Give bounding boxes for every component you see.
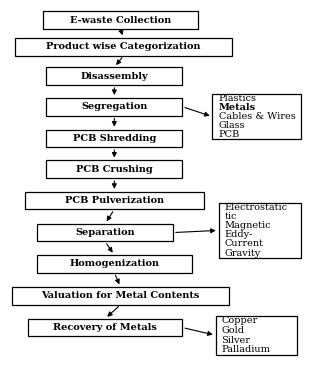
Text: Metals: Metals <box>218 103 256 112</box>
Bar <box>213 94 300 139</box>
Text: Plastics: Plastics <box>218 94 256 103</box>
Bar <box>46 98 182 116</box>
Text: E-waste Collection: E-waste Collection <box>70 16 171 25</box>
Text: Electrostatic: Electrostatic <box>224 203 287 212</box>
Text: PCB Crushing: PCB Crushing <box>76 165 153 174</box>
Text: Gold: Gold <box>221 326 244 335</box>
Text: Valuation for Metal Contents: Valuation for Metal Contents <box>41 291 200 300</box>
Text: Segregation: Segregation <box>81 102 147 111</box>
Bar <box>28 319 182 336</box>
Text: Glass: Glass <box>218 121 245 130</box>
Bar <box>46 130 182 147</box>
Text: PCB: PCB <box>218 130 240 139</box>
Text: Magnetic: Magnetic <box>224 221 271 230</box>
Text: Disassembly: Disassembly <box>81 72 148 81</box>
Bar <box>216 316 298 355</box>
Text: PCB Pulverization: PCB Pulverization <box>65 196 164 205</box>
Bar <box>43 11 198 29</box>
Text: Gravity: Gravity <box>224 248 260 258</box>
Bar <box>37 224 173 241</box>
Bar <box>219 203 300 258</box>
Text: Current: Current <box>224 240 263 248</box>
Text: PCB Shredding: PCB Shredding <box>73 134 156 143</box>
Text: Silver: Silver <box>221 336 250 344</box>
Bar <box>37 255 192 273</box>
Text: Recovery of Metals: Recovery of Metals <box>53 323 157 332</box>
Bar <box>12 287 229 305</box>
Text: tic: tic <box>224 212 237 221</box>
Bar <box>25 192 204 209</box>
Bar <box>46 67 182 85</box>
Text: Eddy-: Eddy- <box>224 230 253 240</box>
Text: Palladium: Palladium <box>221 345 270 354</box>
Bar <box>15 38 232 56</box>
Text: Product wise Categorization: Product wise Categorization <box>46 42 201 51</box>
Bar <box>46 160 182 178</box>
Text: Copper: Copper <box>221 316 257 325</box>
Text: Cables & Wires: Cables & Wires <box>218 112 295 121</box>
Text: Homogenization: Homogenization <box>69 259 159 268</box>
Text: Separation: Separation <box>75 228 135 237</box>
